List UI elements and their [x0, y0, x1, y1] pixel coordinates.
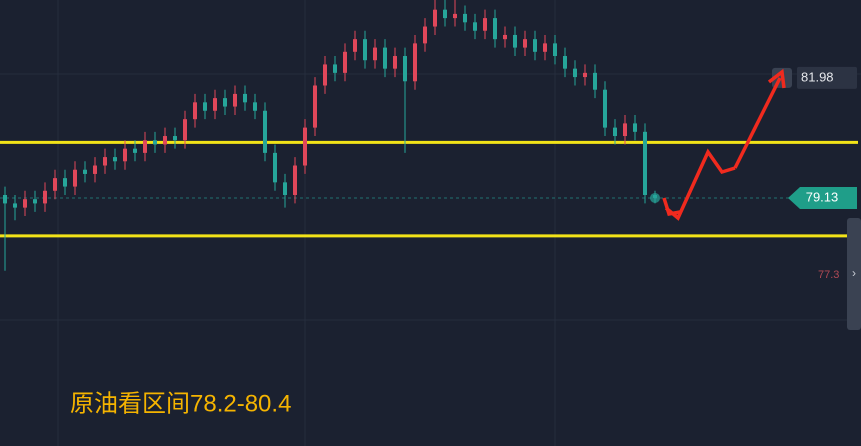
- candle-body: [203, 102, 207, 111]
- candle-body: [103, 157, 107, 166]
- candle-body: [63, 178, 67, 187]
- candle-body: [553, 43, 557, 57]
- candle-body: [423, 26, 427, 44]
- candle-body: [403, 56, 407, 82]
- candle-body: [113, 157, 117, 162]
- candle-body: [443, 9, 447, 19]
- candle-body: [453, 13, 457, 19]
- candle-body: [233, 93, 237, 107]
- candle-body: [253, 102, 257, 111]
- plot: 79.13 81.98 77.3: [0, 0, 858, 281]
- caption: 原油看区间78.2-80.4: [70, 390, 291, 417]
- candle-body: [153, 140, 157, 145]
- candle-body: [73, 169, 77, 187]
- candle-body: [613, 127, 617, 137]
- candle-body: [463, 13, 467, 23]
- candle-body: [43, 190, 47, 204]
- high-marker-tag: [797, 66, 857, 89]
- candle-body: [523, 39, 527, 48]
- candle-body: [263, 110, 267, 153]
- candle-body: [513, 34, 517, 48]
- candle-body: [533, 39, 537, 52]
- candle-body: [373, 47, 377, 61]
- candle-body: [623, 123, 627, 137]
- candle-body: [643, 131, 647, 195]
- arrow-head: [662, 197, 681, 216]
- candle-body: [293, 165, 297, 195]
- last-price-glow: [650, 192, 660, 203]
- candle-body: [503, 34, 507, 40]
- annotation-arrows: [662, 68, 786, 221]
- low-marker-label: 77.3: [818, 269, 839, 281]
- candle-body: [133, 148, 137, 153]
- candle-body: [243, 93, 247, 103]
- candle-body: [633, 123, 637, 132]
- candle-body: [173, 136, 177, 141]
- last-price-label: 79.13: [806, 189, 839, 204]
- candle-body: [603, 89, 607, 128]
- candle-body: [353, 39, 357, 52]
- candle-body: [433, 9, 437, 27]
- candle-body: [223, 98, 227, 107]
- candle-body: [83, 169, 87, 174]
- candle-body: [563, 56, 567, 69]
- candle-body: [543, 43, 547, 52]
- candle-body: [593, 72, 597, 90]
- arrow-head: [767, 68, 786, 89]
- candle-body: [473, 22, 477, 31]
- arrow-path: [733, 77, 782, 169]
- candle-body: [53, 178, 57, 191]
- candle-body: [273, 152, 277, 183]
- candle-body: [283, 182, 287, 195]
- candle-body: [183, 119, 187, 141]
- candle-body: [323, 64, 327, 86]
- candle-body: [333, 64, 337, 73]
- candle-body: [193, 102, 197, 120]
- candle-body: [413, 43, 417, 82]
- candle-body: [583, 72, 587, 78]
- candle-body: [123, 148, 127, 162]
- scroll-icon: ›: [852, 266, 856, 280]
- candle-body: [313, 85, 317, 128]
- candle-body: [393, 56, 397, 69]
- candle-body: [363, 39, 367, 61]
- candle-body: [483, 18, 487, 31]
- candle-body: [383, 47, 387, 69]
- candle-body: [13, 203, 17, 208]
- candle-body: [493, 18, 497, 40]
- last-price-tag: [788, 186, 857, 209]
- candle-body: [23, 199, 27, 208]
- high-marker-label: 81.98: [801, 69, 834, 84]
- candle-body: [143, 140, 147, 153]
- candle-body: [343, 51, 347, 73]
- scroll-button[interactable]: [847, 218, 861, 330]
- candle-body: [213, 98, 217, 111]
- candle-body: [163, 136, 167, 145]
- candle-body: [93, 165, 97, 174]
- candle-body: [303, 127, 307, 166]
- candle-body: [33, 199, 37, 204]
- candle-body: [573, 68, 577, 78]
- candle-body: [3, 194, 7, 204]
